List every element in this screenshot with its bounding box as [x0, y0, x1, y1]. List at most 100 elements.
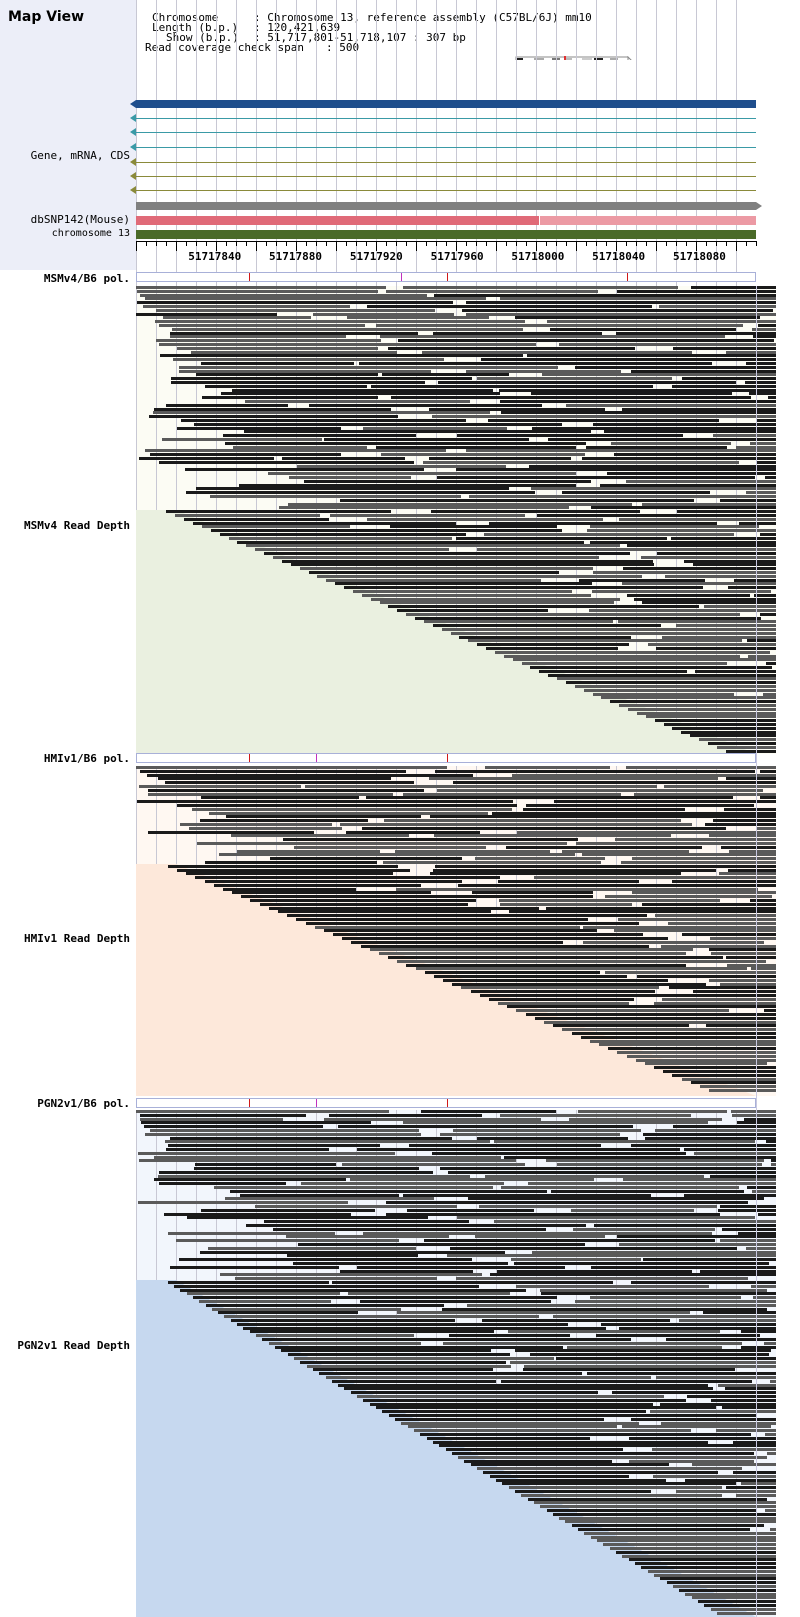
polymorphism-marker[interactable] — [626, 273, 628, 281]
sequence-read — [407, 1208, 534, 1212]
sequence-read — [682, 933, 776, 937]
sequence-read — [466, 312, 776, 316]
sequence-read — [204, 880, 462, 883]
sequence-read — [525, 804, 755, 807]
sequence-read — [514, 1490, 651, 1493]
cds-track-2[interactable] — [136, 176, 756, 177]
sequence-read — [441, 1307, 768, 1311]
header-grid-line — [516, 0, 517, 286]
polymorphism-track[interactable] — [136, 1098, 756, 1108]
cds-track-3[interactable] — [136, 190, 756, 191]
sequence-read — [429, 457, 571, 460]
chromosome-band-bar[interactable] — [136, 230, 756, 239]
header-grid-line — [676, 0, 677, 286]
sequence-read — [634, 792, 776, 796]
gray-feature-arrow — [756, 202, 762, 210]
sequence-read — [656, 1376, 776, 1379]
sequence-read — [586, 529, 776, 533]
sequence-read — [304, 479, 591, 483]
ruler-tick — [566, 241, 567, 246]
sequence-read — [360, 944, 650, 948]
sequence-read — [541, 1292, 776, 1296]
polymorphism-marker[interactable] — [400, 273, 402, 281]
sequence-read — [481, 1319, 670, 1322]
sequence-read — [708, 834, 776, 838]
gray-feature-bar[interactable] — [136, 202, 756, 210]
mrna-track-2[interactable] — [136, 132, 756, 133]
mrna-track-1[interactable] — [136, 118, 756, 119]
sequence-read — [571, 1524, 765, 1528]
sequence-read — [391, 396, 752, 400]
polymorphism-marker[interactable] — [447, 1099, 448, 1107]
sequence-read — [289, 476, 411, 479]
sequence-read — [727, 868, 776, 872]
sequence-read — [720, 1239, 776, 1243]
ruler-tick — [516, 241, 517, 246]
sequence-read — [558, 343, 776, 346]
polymorphism-marker[interactable] — [447, 273, 448, 281]
polymorphism-marker[interactable] — [315, 754, 317, 762]
sequence-read — [537, 514, 776, 517]
polymorphism-marker[interactable] — [315, 1099, 317, 1107]
polymorphism-marker[interactable] — [249, 1099, 251, 1107]
sequence-read — [346, 830, 481, 834]
sequence-read — [661, 944, 776, 948]
sequence-read — [690, 1081, 776, 1085]
sequence-read — [580, 1035, 776, 1039]
sequence-read — [432, 868, 717, 872]
sequence-read — [406, 963, 686, 967]
sequence-read — [713, 434, 776, 438]
sequence-read — [468, 639, 742, 643]
sequence-read — [758, 324, 776, 327]
sequence-read — [557, 677, 776, 681]
sequence-read — [234, 1277, 438, 1281]
sequence-read — [581, 853, 776, 857]
cds-track-1[interactable] — [136, 162, 756, 163]
sequence-read — [150, 1129, 419, 1132]
chrom-track-label: chromosome 13 — [51, 228, 130, 239]
sequence-read — [158, 460, 414, 464]
sequence-read — [622, 1425, 771, 1429]
mrna-track-3[interactable] — [136, 147, 756, 148]
polymorphism-track[interactable] — [136, 272, 756, 282]
sequence-read — [166, 510, 391, 514]
ruler-tick — [256, 241, 257, 251]
sequence-read — [663, 1070, 776, 1073]
sequence-read — [408, 1144, 601, 1148]
polymorphism-marker[interactable] — [447, 754, 448, 762]
polymorphism-marker[interactable] — [249, 754, 251, 762]
sequence-read — [455, 536, 667, 540]
gene-track-main[interactable] — [136, 100, 756, 108]
sequence-read — [553, 1315, 776, 1319]
sequence-read — [192, 1296, 557, 1300]
sequence-read — [186, 872, 393, 876]
sequence-read — [166, 403, 288, 407]
header-grid-line — [616, 0, 617, 286]
sequence-read — [762, 692, 776, 696]
sequence-read — [178, 369, 432, 373]
sequence-read — [465, 449, 776, 453]
snp-track-bar-1[interactable] — [136, 216, 539, 225]
sequence-read — [747, 1186, 776, 1189]
sequence-read — [508, 1486, 722, 1490]
sequence-read — [172, 358, 445, 362]
polymorphism-track[interactable] — [136, 753, 756, 763]
sequence-read — [272, 555, 600, 559]
sequence-read — [514, 1262, 769, 1265]
sequence-read — [521, 662, 727, 666]
sequence-read — [199, 1250, 505, 1254]
snp-track-bar-2[interactable] — [540, 216, 756, 225]
sequence-read — [618, 620, 776, 624]
sequence-read — [591, 590, 772, 593]
sequence-read — [579, 578, 705, 582]
sequence-read — [308, 571, 559, 574]
ruler-tick — [336, 241, 337, 251]
sequence-read — [644, 1062, 768, 1066]
sequence-read — [406, 612, 740, 616]
sequence-read — [643, 1258, 776, 1262]
mrna-track-1-arrow — [130, 114, 136, 122]
sequence-read — [500, 297, 776, 301]
polymorphism-marker[interactable] — [249, 273, 251, 281]
sequence-read — [161, 438, 322, 441]
sequence-read — [437, 788, 763, 792]
